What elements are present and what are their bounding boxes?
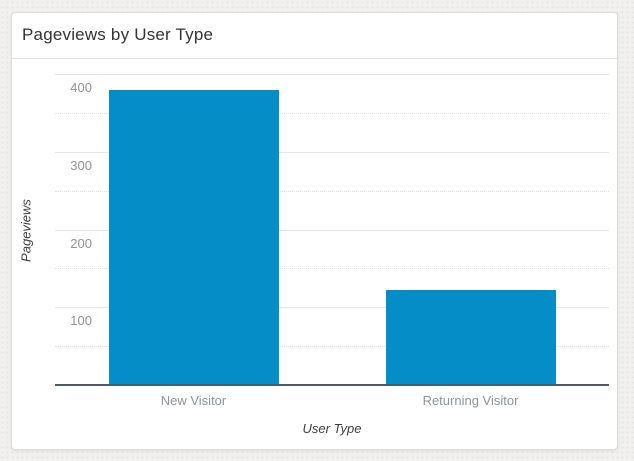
y-tick-label: 200 [70, 235, 92, 251]
x-category-label: Returning Visitor [422, 393, 519, 408]
y-tick-label: 100 [70, 313, 92, 329]
minor-gridline [55, 190, 609, 192]
x-category-label: New Visitor [160, 393, 227, 408]
major-gridline [55, 307, 609, 309]
major-gridline [55, 74, 609, 75]
minor-gridline [55, 112, 609, 114]
bar-returning-visitor[interactable] [385, 290, 556, 385]
column-chart: Pageviews User Type 100 200 300 400 New Visi… [12, 59, 617, 449]
major-gridline [55, 229, 609, 231]
x-axis-line [55, 384, 609, 386]
minor-gridline [55, 268, 609, 270]
minor-gridline [55, 346, 609, 348]
major-gridline [55, 151, 609, 153]
title-divider [12, 58, 617, 59]
y-tick-label: 300 [70, 157, 92, 173]
chart-title: Pageviews by User Type [22, 25, 214, 44]
y-tick-label: 400 [70, 80, 92, 95]
bar-new-visitor[interactable] [108, 89, 279, 385]
chart-card: Pageviews by User Type Pageviews User Ty… [11, 12, 618, 450]
plot-area [55, 74, 609, 385]
x-axis-title: User Type [302, 421, 362, 436]
